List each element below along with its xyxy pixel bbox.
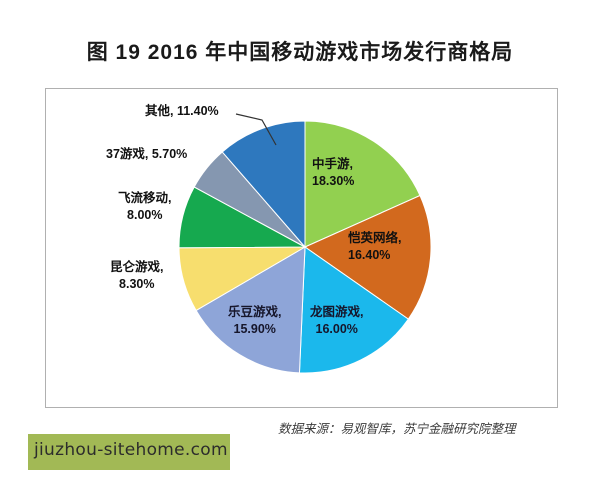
pie-label-kaiying-name: 恺英网络,: [348, 231, 402, 245]
pie-label-feiliu: 飞流移动, 8.00%: [118, 190, 171, 224]
pie-label-ledou: 乐豆游戏, 15.90%: [228, 304, 281, 338]
pie-label-ledou-name: 乐豆游戏,: [228, 305, 282, 319]
pie-label-kaiying-value: 16.40%: [348, 248, 391, 262]
pie-label-longtu-value: 16.00%: [315, 322, 358, 336]
pie-label-longtu-name: 龙图游戏,: [310, 305, 364, 319]
watermark-badge: [28, 434, 230, 470]
pie-label-kunlun: 昆仑游戏, 8.30%: [110, 259, 163, 293]
pie-label-ledou-value: 15.90%: [233, 322, 276, 336]
pie-label-kunlun-value: 8.30%: [119, 277, 155, 291]
pie-label-qita: 其他, 11.40%: [145, 103, 219, 120]
watermark-text: jiuzhou-sitehome.com: [34, 440, 228, 460]
pie-label-zhongshouyou: 中手游, 18.30%: [312, 156, 354, 190]
pie-label-qita-text: 其他, 11.40%: [145, 104, 219, 118]
pie-label-kunlun-name: 昆仑游戏,: [110, 260, 164, 274]
pie-label-zhongshouyou-value: 18.30%: [312, 174, 355, 188]
page-title: 图 19 2016 年中国移动游戏市场发行商格局: [86, 41, 514, 64]
pie-label-longtu: 龙图游戏, 16.00%: [310, 304, 363, 338]
pie-label-37youxi-text: 37游戏, 5.70%: [106, 147, 188, 161]
pie-label-feiliu-name: 飞流移动,: [118, 191, 172, 205]
pie-label-zhongshouyou-name: 中手游,: [312, 157, 353, 171]
pie-label-feiliu-value: 8.00%: [127, 208, 163, 222]
pie-label-37youxi: 37游戏, 5.70%: [106, 146, 187, 163]
pie-label-kaiying: 恺英网络, 16.40%: [348, 230, 401, 264]
chart-plot-area: [45, 88, 558, 408]
source-note: 数据来源：易观智库，苏宁金融研究院整理: [278, 422, 516, 436]
